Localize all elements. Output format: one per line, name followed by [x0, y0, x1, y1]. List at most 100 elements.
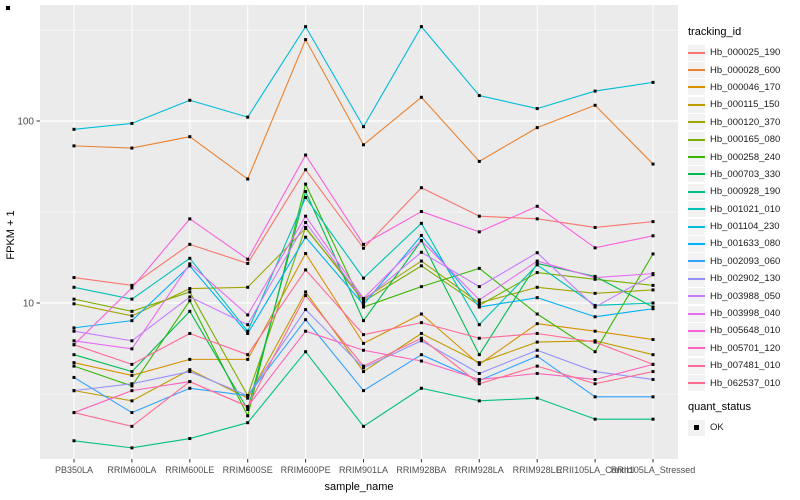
data-point	[130, 146, 134, 150]
data-point	[535, 204, 539, 208]
data-point	[246, 323, 250, 327]
data-point	[188, 217, 192, 221]
data-point	[535, 263, 539, 267]
y-tick-label: 10	[23, 299, 35, 310]
legend-line-icon	[688, 295, 705, 298]
data-point	[593, 340, 597, 344]
data-point	[477, 94, 481, 98]
data-point	[72, 276, 76, 280]
legend-key-swatch	[688, 131, 705, 148]
data-point	[72, 127, 76, 131]
data-point	[188, 264, 192, 268]
data-point	[593, 277, 597, 281]
data-point	[246, 285, 250, 289]
quant-legend-items: OK	[688, 419, 800, 436]
data-point	[593, 350, 597, 354]
data-point	[246, 313, 250, 317]
data-point	[72, 343, 76, 347]
x-tick-label: RRIM928LA	[455, 465, 504, 475]
data-point	[304, 329, 308, 333]
legend-line-icon	[688, 51, 705, 54]
data-point	[651, 283, 655, 287]
legend-item-label: Hb_000046_170	[710, 81, 781, 93]
data-point	[593, 246, 597, 250]
legend-item-label: Hb_001633_080	[710, 238, 781, 250]
legend-item-label: Hb_062537_010	[710, 377, 781, 389]
data-point	[246, 257, 250, 261]
data-point	[651, 417, 655, 421]
legend-line-icon	[688, 138, 705, 141]
legend-item-label: Hb_001021_010	[710, 203, 781, 215]
data-point	[477, 399, 481, 403]
data-point	[72, 144, 76, 148]
data-point	[535, 126, 539, 130]
data-point	[130, 283, 134, 287]
data-point	[246, 261, 250, 265]
data-point	[535, 364, 539, 368]
data-point	[304, 350, 308, 354]
data-point	[477, 305, 481, 309]
data-point	[535, 348, 539, 352]
data-point	[535, 322, 539, 326]
data-point	[246, 404, 250, 408]
data-point	[535, 217, 539, 221]
x-tick-label: RRII105LA_Control	[556, 465, 634, 475]
legend-key-swatch	[688, 357, 705, 374]
legend-item-label: Hb_005701_120	[710, 342, 781, 354]
data-point	[130, 373, 134, 377]
data-point	[304, 225, 308, 229]
data-point	[362, 319, 365, 323]
data-point	[246, 396, 250, 400]
data-point	[130, 297, 134, 301]
data-point	[304, 182, 308, 186]
data-point	[72, 361, 76, 365]
legend-line-icon	[688, 242, 705, 245]
data-point	[535, 271, 539, 275]
legend-key-swatch	[688, 79, 705, 96]
data-point	[419, 186, 423, 190]
data-point	[593, 89, 597, 93]
panel-background	[40, 5, 678, 459]
data-point	[304, 318, 308, 322]
legend-item-Hb_062537_010: Hb_062537_010	[688, 374, 800, 392]
legend-items: Hb_000025_190 Hb_000028_600 Hb_000046_170 H…	[688, 44, 800, 392]
legend-item-Hb_002902_130: Hb_002902_130	[688, 270, 800, 287]
legend-item-label: Hb_002902_130	[710, 273, 781, 285]
legend-item-label: Hb_003988_050	[710, 290, 781, 302]
legend-key-swatch	[688, 149, 705, 166]
data-point	[419, 239, 423, 243]
data-point	[130, 319, 134, 323]
legend-item-label: Hb_000115_150	[710, 99, 780, 111]
legend-item-Hb_005648_010: Hb_005648_010	[688, 322, 800, 339]
legend-item-label: OK	[710, 422, 724, 433]
data-point	[246, 353, 250, 357]
data-point	[362, 333, 365, 337]
data-point	[72, 411, 76, 415]
data-point	[188, 357, 192, 361]
data-point	[535, 371, 539, 375]
legend-item-label: Hb_003998_040	[710, 308, 781, 320]
data-point	[362, 366, 365, 370]
data-point	[535, 107, 539, 111]
data-point	[130, 399, 134, 403]
data-point	[535, 251, 539, 255]
data-point	[130, 314, 134, 318]
x-tick-label: RRIM901LA	[339, 465, 388, 475]
x-tick-label: RRIM928LE	[513, 465, 562, 475]
data-point	[188, 242, 192, 246]
data-point	[477, 362, 481, 366]
data-point	[477, 159, 481, 163]
legend-title-tracking-id: tracking_id	[688, 26, 742, 38]
legend-key-swatch	[688, 322, 705, 339]
data-point	[188, 380, 192, 384]
data-point	[362, 348, 365, 352]
data-point	[419, 386, 423, 390]
legend-line-icon	[688, 121, 705, 124]
data-point	[535, 312, 539, 316]
data-point	[188, 299, 192, 303]
data-point	[419, 233, 423, 237]
data-point	[304, 290, 308, 294]
y-tick-label: 100	[17, 117, 34, 128]
data-point	[362, 246, 365, 250]
